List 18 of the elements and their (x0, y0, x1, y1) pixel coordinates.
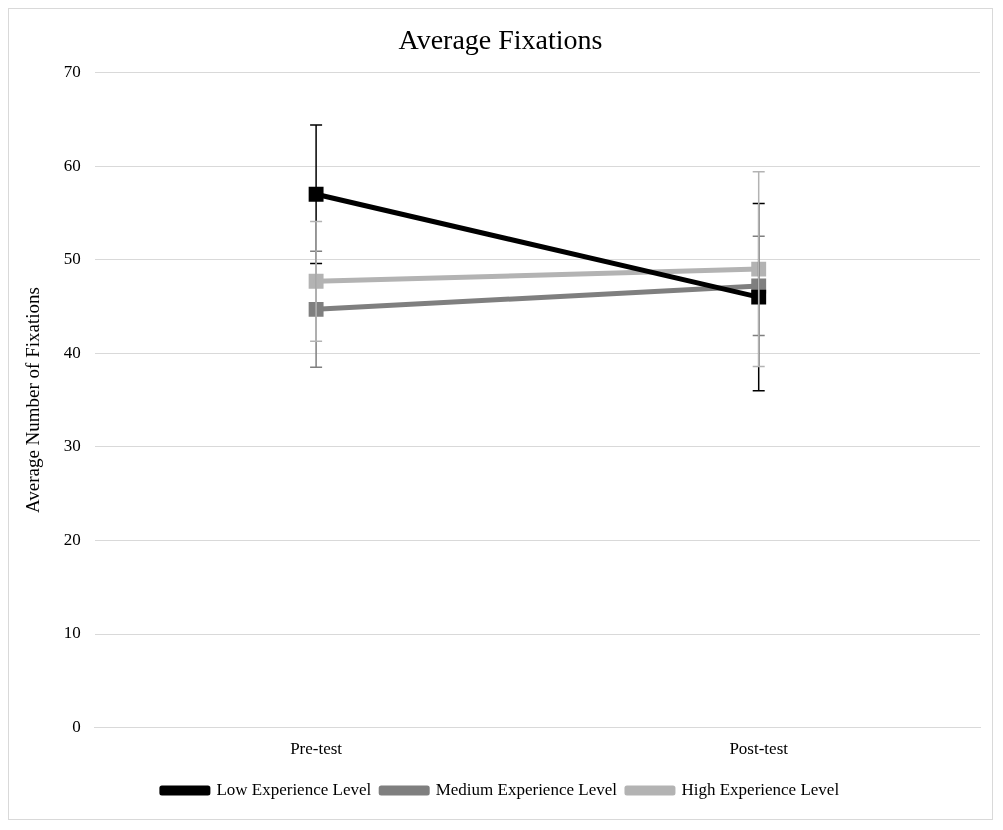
y-tick-label: 0 (72, 717, 81, 737)
point (751, 261, 767, 277)
point (308, 273, 324, 289)
x-tick-label: Pre-test (290, 739, 343, 759)
y-tick-label: 20 (63, 529, 81, 549)
y-tick-label: 10 (63, 623, 81, 643)
y-tick-label: 50 (63, 249, 81, 269)
y-tick-label: 40 (63, 342, 81, 362)
y-tick-label: 70 (63, 62, 81, 82)
y-tick-label: 30 (63, 436, 81, 456)
y-axis-title: Average Number of Fixations (22, 287, 44, 514)
legend-label: Low Experience Level (216, 779, 372, 799)
point (308, 186, 324, 202)
chart-title: Average Fixations (398, 24, 603, 56)
y-tick-label: 60 (63, 155, 81, 175)
x-tick-label: Post-test (729, 739, 789, 759)
legend-label: High Experience Level (681, 779, 840, 799)
legend-label: Medium Experience Level (435, 779, 618, 799)
